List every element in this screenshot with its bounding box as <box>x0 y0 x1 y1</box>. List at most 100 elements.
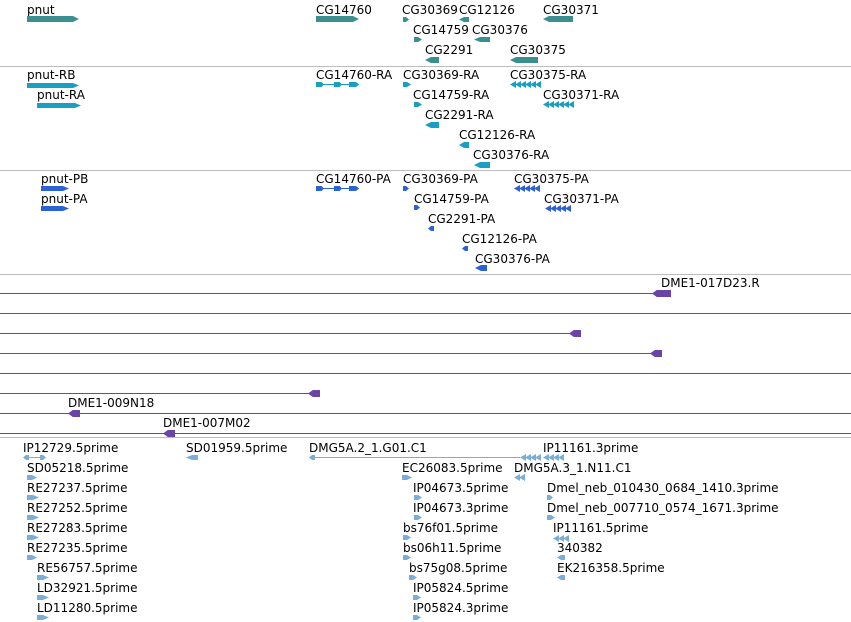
est-feature[interactable] <box>27 495 39 500</box>
est-feature[interactable] <box>520 454 542 461</box>
est-label: RE27235.5prime <box>27 541 128 555</box>
est-feature[interactable] <box>557 555 565 560</box>
clone-line[interactable] <box>0 433 851 434</box>
clone-end[interactable] <box>163 430 175 437</box>
clone-end[interactable] <box>569 330 581 337</box>
est-feature[interactable] <box>40 455 46 460</box>
clone-end[interactable] <box>650 350 662 357</box>
gene-feature[interactable] <box>543 16 573 22</box>
clone-line[interactable] <box>0 313 851 314</box>
est-feature[interactable] <box>25 457 45 458</box>
clone-line[interactable] <box>0 413 851 414</box>
est-feature[interactable] <box>557 575 565 580</box>
transcript-feature[interactable] <box>316 81 359 88</box>
est-feature[interactable] <box>309 455 315 460</box>
est-feature[interactable] <box>413 615 421 620</box>
est-label: IP05824.5prime <box>413 581 509 595</box>
transcript-label: CG12126-RA <box>459 128 536 142</box>
est-label: DMG5A.3_1.N11.C1 <box>514 461 632 475</box>
gene-feature[interactable] <box>27 16 79 22</box>
transcript-feature[interactable] <box>543 101 575 108</box>
est-label: DMG5A.2_1.G01.C1 <box>309 441 427 455</box>
gene-label: CG30375 <box>510 43 566 57</box>
est-label: LD32921.5prime <box>37 581 138 595</box>
est-feature[interactable] <box>403 535 411 540</box>
protein-feature[interactable] <box>462 246 468 251</box>
protein-feature[interactable] <box>316 185 359 192</box>
clone-line[interactable] <box>0 393 310 394</box>
clone-line[interactable] <box>0 373 851 374</box>
est-feature[interactable] <box>543 454 565 461</box>
protein-label: CG2291-PA <box>428 212 496 226</box>
transcript-feature[interactable] <box>37 103 81 108</box>
protein-label: pnut-PB <box>41 172 89 186</box>
est-feature[interactable] <box>414 495 422 500</box>
protein-feature[interactable] <box>514 185 541 192</box>
est-feature[interactable] <box>547 495 553 500</box>
transcript-feature[interactable] <box>27 83 79 88</box>
est-feature[interactable] <box>413 595 421 600</box>
gene-feature[interactable] <box>425 57 439 63</box>
est-label: LD11280.5prime <box>37 601 138 615</box>
gene-feature[interactable] <box>414 37 422 42</box>
est-feature[interactable] <box>27 535 39 540</box>
protein-label: CG14760-PA <box>316 172 391 186</box>
clone-end[interactable] <box>308 390 320 397</box>
est-feature[interactable] <box>27 515 39 520</box>
clone-end[interactable] <box>68 410 80 417</box>
protein-feature[interactable] <box>428 226 434 231</box>
gene-feature[interactable] <box>316 16 359 22</box>
est-label: bs76f01.5prime <box>403 521 499 535</box>
est-label: IP12729.5prime <box>23 441 119 455</box>
transcript-feature[interactable] <box>414 102 422 107</box>
clone-line[interactable] <box>0 353 652 354</box>
transcript-feature[interactable] <box>425 122 439 128</box>
est-feature[interactable] <box>402 475 412 480</box>
clone-end[interactable] <box>652 290 664 297</box>
clone-end[interactable] <box>660 290 671 297</box>
protein-feature[interactable] <box>41 206 69 211</box>
protein-label: CG30375-PA <box>514 172 589 186</box>
protein-label: CG30371-PA <box>544 192 619 206</box>
est-feature[interactable] <box>27 475 37 480</box>
est-feature[interactable] <box>37 615 49 620</box>
transcript-label: CG30376-RA <box>473 148 550 162</box>
est-feature[interactable] <box>553 535 570 542</box>
est-feature[interactable] <box>23 455 29 460</box>
transcript-feature[interactable] <box>403 82 411 87</box>
est-feature[interactable] <box>409 575 417 580</box>
gene-feature[interactable] <box>459 17 469 22</box>
est-feature[interactable] <box>414 515 422 520</box>
transcript-label: pnut-RA <box>37 88 85 102</box>
protein-feature[interactable] <box>545 205 572 212</box>
est-label: RE27283.5prime <box>27 521 128 535</box>
est-label: SD05218.5prime <box>27 461 129 475</box>
est-feature[interactable] <box>27 555 37 560</box>
gene-label: CG30369 <box>402 3 458 17</box>
protein-feature[interactable] <box>403 186 409 191</box>
gene-feature[interactable] <box>510 57 538 63</box>
est-label: IP05824.3prime <box>413 601 509 615</box>
gene-feature[interactable] <box>474 37 490 42</box>
protein-feature[interactable] <box>475 265 487 271</box>
est-feature[interactable] <box>310 457 520 458</box>
est-feature[interactable] <box>547 515 555 520</box>
clone-line[interactable] <box>0 293 660 294</box>
est-label: EK216358.5prime <box>557 561 665 575</box>
gene-feature[interactable] <box>403 17 409 22</box>
transcript-feature[interactable] <box>474 162 490 168</box>
transcript-feature[interactable] <box>510 81 542 88</box>
est-label: RE56757.5prime <box>37 561 138 575</box>
est-label: RE27237.5prime <box>27 481 128 495</box>
clone-line[interactable] <box>0 333 572 334</box>
est-feature[interactable] <box>37 575 49 580</box>
est-feature[interactable] <box>403 555 411 560</box>
gene-label: CG12126 <box>459 3 515 17</box>
est-feature[interactable] <box>186 455 198 460</box>
est-feature[interactable] <box>37 595 49 600</box>
protein-feature[interactable] <box>41 186 69 191</box>
protein-feature[interactable] <box>414 205 420 210</box>
track-separator <box>0 170 851 171</box>
est-feature[interactable] <box>514 474 526 481</box>
transcript-feature[interactable] <box>459 142 469 148</box>
